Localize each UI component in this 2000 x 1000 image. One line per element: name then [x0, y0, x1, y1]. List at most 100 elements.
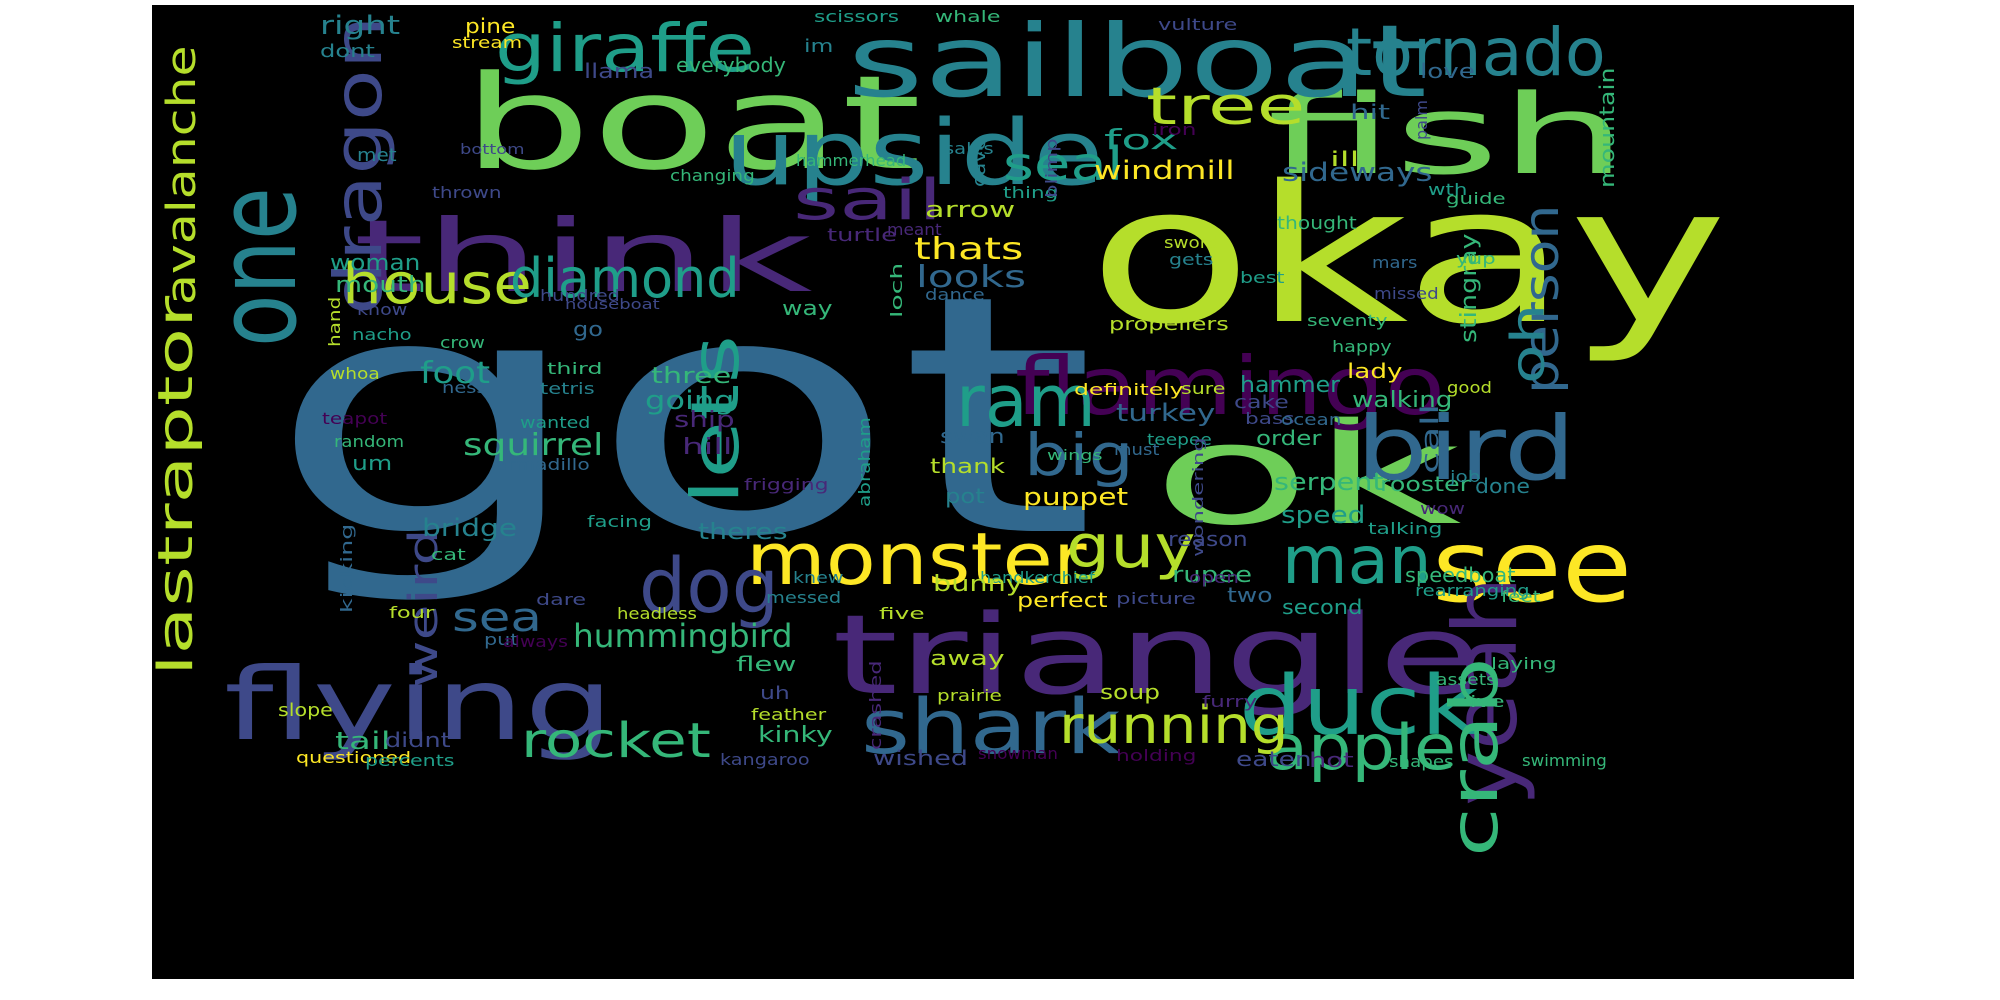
word-snowman: snowman [978, 744, 1058, 763]
word-woman: woman [330, 251, 421, 276]
word-im: im [804, 36, 834, 57]
word-gets: gets [1169, 250, 1214, 269]
word-thrown: thrown [432, 183, 502, 202]
word-vulture: vulture [1158, 15, 1238, 34]
word-tail: tail [335, 727, 391, 755]
word-sail: sail [793, 168, 943, 233]
word-bird: bird [1356, 397, 1576, 500]
word-okay: okay [1088, 145, 1728, 366]
word-ok: ok [1152, 394, 1462, 557]
word-bridge: bridge [422, 514, 518, 542]
word-yup: yup [1456, 249, 1496, 268]
word-feet: feet [1501, 587, 1541, 606]
word-ill: ill [1330, 147, 1360, 171]
word-sword: sword [1164, 233, 1219, 252]
word-one: one [193, 187, 321, 347]
word-two: two [1227, 583, 1273, 607]
word-facing: facing [587, 512, 652, 531]
word-cloud: got okay boat ok fish sailboat triangle flying o… [152, 5, 1854, 979]
word-speed: speed [1281, 501, 1366, 529]
word-thought: thought [1277, 213, 1357, 234]
word-hand: hand [325, 296, 344, 347]
word-everybody: everybody [676, 53, 786, 77]
word-see: see [1432, 508, 1633, 625]
word-mountain: mountain [1595, 67, 1619, 188]
word-scissors: scissors [814, 7, 899, 26]
word-soup: soup [1100, 680, 1161, 704]
word-missed: missed [1374, 284, 1439, 303]
word-theres: theres [698, 520, 788, 545]
word-three: three [651, 364, 732, 389]
word-away: away [930, 646, 1005, 670]
word-ive: ive [1470, 692, 1505, 711]
word-loch: loch [887, 262, 906, 318]
word-slope: slope [278, 700, 333, 721]
word-ness: ness [442, 378, 487, 397]
word-whoa: whoa [330, 364, 380, 383]
word-um: um [352, 451, 393, 475]
word-flying: flying [224, 646, 614, 763]
word-turkey: turkey [1116, 399, 1216, 427]
word-abraham: abraham [855, 417, 874, 507]
word-guy: guy [1066, 512, 1196, 582]
word-sideways: sideways [1282, 158, 1433, 188]
word-got: got [267, 225, 1097, 609]
word-laying: laying [1491, 654, 1557, 673]
word-speedboat: speedboat [1405, 563, 1516, 587]
word-met: met [357, 145, 397, 166]
word-whale: whale [935, 7, 1001, 26]
word-perfect: perfect [1017, 588, 1108, 612]
word-giraffe: giraffe [495, 10, 755, 87]
word-sailboat: sailboat [847, 5, 1428, 120]
word-go: go [573, 317, 603, 341]
word-avalanche: avalanche [159, 45, 205, 305]
word-tornado: tornado [1346, 14, 1606, 91]
word-hammer: hammer [1240, 373, 1340, 398]
word-fish: fish [1267, 71, 1628, 199]
word-happy: happy [1332, 337, 1392, 356]
word-pot: pot [945, 484, 985, 508]
word-hill: hill [682, 435, 733, 460]
word-holding: holding [1116, 746, 1197, 765]
word-dont: dont [320, 41, 375, 62]
word-good: good [1447, 378, 1492, 397]
word-wings: wings [1047, 448, 1103, 464]
word-always: always [503, 632, 568, 651]
word-handkerchief: handkerchief [980, 568, 1095, 587]
word-guide: guide [1446, 189, 1506, 208]
word-messed: messed [766, 588, 842, 607]
word-second: second [1282, 595, 1363, 619]
word-questioned: questioned [296, 748, 412, 767]
word-frigging: frigging [744, 475, 829, 494]
word-knew: knew [793, 568, 844, 587]
word-dog: dog [639, 541, 779, 630]
word-windmill: windmill [1094, 156, 1235, 186]
word-seal: seal [1003, 137, 1124, 191]
word-cat: cat [431, 545, 466, 564]
word-crow: crow [440, 333, 485, 352]
word-boat: boat [462, 47, 922, 199]
word-seventy: seventy [1307, 311, 1388, 330]
word-call: call [1416, 403, 1444, 474]
word-know: know [357, 300, 408, 319]
word-triangle: triangle [832, 591, 1483, 719]
word-wanted: wanted [520, 413, 591, 432]
word-thank: thank [930, 454, 1006, 478]
word-upside: upside [724, 101, 1104, 206]
word-love: love [1420, 59, 1475, 83]
word-mars: mars [1372, 253, 1418, 272]
word-kinky: kinky [758, 723, 833, 748]
word-ship: ship [674, 408, 735, 433]
word-flamingo: flamingo [1015, 340, 1445, 433]
word-teapot: teapot [322, 409, 388, 428]
word-feather: feather [751, 705, 827, 724]
word-shark: shark [861, 682, 1121, 771]
word-headless: headless [617, 604, 697, 623]
word-cake: cake [1234, 392, 1289, 413]
word-definitely: definitely [1074, 380, 1184, 399]
word-man: man [1282, 522, 1432, 599]
word-furry: furry [1202, 692, 1258, 711]
word-nacho: nacho [352, 325, 412, 344]
word-rupee: rupee [1172, 563, 1253, 588]
word-third: third [547, 359, 603, 378]
